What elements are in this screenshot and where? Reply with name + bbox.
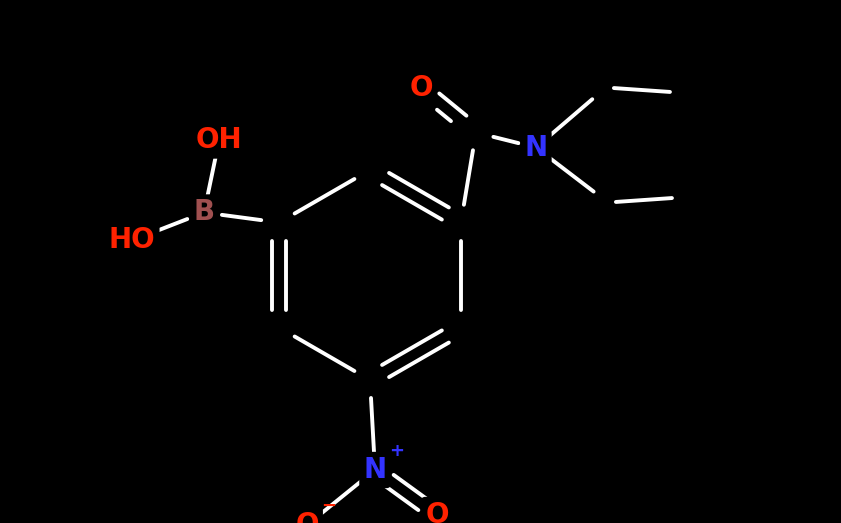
Text: B: B [193, 199, 214, 226]
Text: N: N [525, 133, 547, 162]
Text: OH: OH [196, 127, 242, 154]
Text: −: − [321, 497, 336, 515]
Text: O: O [426, 501, 449, 523]
Text: N: N [363, 456, 387, 484]
Text: O: O [410, 74, 432, 101]
Text: O: O [295, 511, 319, 523]
Text: HO: HO [108, 226, 156, 255]
Text: +: + [389, 442, 404, 460]
